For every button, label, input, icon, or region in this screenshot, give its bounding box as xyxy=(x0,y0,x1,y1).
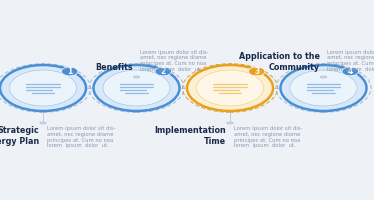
Ellipse shape xyxy=(187,65,273,111)
Ellipse shape xyxy=(103,70,170,106)
Text: 4: 4 xyxy=(347,67,353,76)
Text: 3: 3 xyxy=(254,67,259,76)
Ellipse shape xyxy=(321,76,327,78)
Ellipse shape xyxy=(227,122,233,124)
Ellipse shape xyxy=(290,70,357,106)
Text: Lorem ipsum dolor sit dis-
amet, nec regione diame
principes at. Cum no noa
lore: Lorem ipsum dolor sit dis- amet, nec reg… xyxy=(140,50,209,72)
Text: Application to the
Community: Application to the Community xyxy=(239,52,320,72)
Text: 1: 1 xyxy=(67,67,72,76)
Text: Strategic
Energy Plan: Strategic Energy Plan xyxy=(0,126,39,146)
Text: Lorem ipsum dolor sit dis-
amet, nec regione diame
principes at. Cum no noa
lore: Lorem ipsum dolor sit dis- amet, nec reg… xyxy=(47,126,115,148)
Ellipse shape xyxy=(280,65,367,111)
Ellipse shape xyxy=(0,65,86,111)
Ellipse shape xyxy=(61,67,78,76)
Ellipse shape xyxy=(342,67,358,76)
Text: 2: 2 xyxy=(160,67,166,76)
Ellipse shape xyxy=(94,65,180,111)
Text: Benefits: Benefits xyxy=(95,63,133,72)
Ellipse shape xyxy=(40,122,46,124)
Ellipse shape xyxy=(134,76,140,78)
Text: Lorem ipsum dolor sit dis-
amet, nec regione diame
principes at. Cum no noa
lore: Lorem ipsum dolor sit dis- amet, nec reg… xyxy=(234,126,302,148)
Text: Lorem ipsum dolor sit dis-
amet, nec regione diame
principes at. Cum no noa
lore: Lorem ipsum dolor sit dis- amet, nec reg… xyxy=(327,50,374,72)
Ellipse shape xyxy=(9,70,77,106)
Ellipse shape xyxy=(196,70,264,106)
Ellipse shape xyxy=(248,67,265,76)
Ellipse shape xyxy=(155,67,171,76)
Text: Implementation
Time: Implementation Time xyxy=(154,126,226,146)
